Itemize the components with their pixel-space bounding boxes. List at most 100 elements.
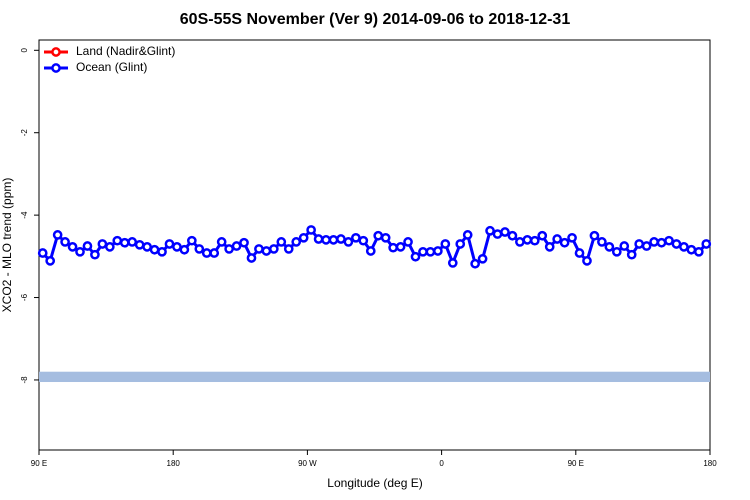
point xyxy=(269,244,279,254)
point xyxy=(589,230,600,241)
y-tick-label: -6 xyxy=(20,293,29,301)
point xyxy=(492,229,503,239)
point xyxy=(104,242,115,252)
x-axis-label: Longitude (deg E) xyxy=(327,476,422,490)
point xyxy=(75,246,85,257)
coverage-band xyxy=(39,371,710,383)
point xyxy=(276,237,287,247)
point xyxy=(425,246,436,257)
point xyxy=(500,227,510,237)
point xyxy=(239,237,249,248)
x-tick-label: 90 E xyxy=(568,459,584,468)
point xyxy=(373,230,384,241)
point xyxy=(298,232,309,243)
point xyxy=(544,242,555,252)
point xyxy=(537,230,548,241)
point xyxy=(403,237,413,247)
point xyxy=(134,239,145,250)
point xyxy=(656,237,667,248)
point xyxy=(679,242,689,252)
point xyxy=(343,237,354,247)
point xyxy=(194,244,205,254)
point xyxy=(186,235,197,246)
point xyxy=(149,244,160,255)
point xyxy=(529,235,540,246)
point xyxy=(358,235,369,246)
point xyxy=(664,235,674,246)
point xyxy=(619,241,630,251)
point xyxy=(552,234,563,244)
x-tick-label: 90 W xyxy=(298,459,317,468)
point xyxy=(157,246,167,257)
point xyxy=(485,225,495,236)
point xyxy=(455,239,466,249)
point xyxy=(582,256,592,266)
point xyxy=(604,242,615,252)
point xyxy=(634,239,645,249)
y-tick-label: -2 xyxy=(20,129,29,137)
point xyxy=(112,235,123,246)
point xyxy=(671,239,682,249)
point xyxy=(82,241,93,251)
point xyxy=(611,246,622,257)
point xyxy=(164,239,175,249)
point xyxy=(261,246,272,256)
point xyxy=(395,242,406,252)
point xyxy=(701,239,712,249)
point xyxy=(447,258,458,268)
x-tick-label: 180 xyxy=(703,459,717,468)
point xyxy=(172,242,182,252)
point xyxy=(60,237,70,247)
point xyxy=(686,244,697,255)
point xyxy=(380,232,391,243)
y-tick-label: 0 xyxy=(20,48,29,53)
point xyxy=(626,249,637,260)
y-tick-label: -8 xyxy=(20,376,29,384)
point xyxy=(574,248,585,258)
point xyxy=(336,234,346,244)
point xyxy=(522,234,533,245)
legend-label: Ocean (Glint) xyxy=(76,60,147,74)
point xyxy=(515,237,525,247)
point xyxy=(291,237,302,247)
y-axis-label: XCO2 - MLO trend (ppm) xyxy=(0,178,14,313)
legend-marker xyxy=(51,47,61,57)
point xyxy=(246,253,257,263)
point xyxy=(37,248,48,258)
point xyxy=(597,237,607,247)
chart-title: 60S-55S November (Ver 9) 2014-09-06 to 2… xyxy=(180,11,571,28)
point xyxy=(567,232,577,243)
point xyxy=(313,234,324,244)
x-tick-label: 0 xyxy=(439,459,444,468)
point xyxy=(306,225,316,235)
point xyxy=(507,230,518,241)
y-tick-label: -4 xyxy=(20,211,29,219)
point xyxy=(283,244,294,254)
point xyxy=(52,230,63,240)
point xyxy=(559,237,570,248)
point xyxy=(462,230,473,240)
point xyxy=(433,246,443,256)
point xyxy=(67,242,78,252)
point xyxy=(119,237,130,248)
point xyxy=(90,249,100,260)
legend-label: Land (Nadir&Glint) xyxy=(76,44,175,58)
point xyxy=(418,246,428,257)
point xyxy=(201,248,212,258)
point xyxy=(388,242,398,253)
point xyxy=(321,234,331,245)
point xyxy=(410,251,421,262)
point xyxy=(179,244,190,255)
point xyxy=(97,239,108,249)
point xyxy=(351,232,361,243)
legend-marker xyxy=(51,63,61,73)
point xyxy=(216,237,227,247)
point xyxy=(127,237,138,247)
point xyxy=(470,258,480,269)
point xyxy=(365,246,376,256)
point xyxy=(328,234,339,245)
point xyxy=(440,239,451,249)
x-tick-label: 90 E xyxy=(31,459,47,468)
point xyxy=(254,244,264,254)
